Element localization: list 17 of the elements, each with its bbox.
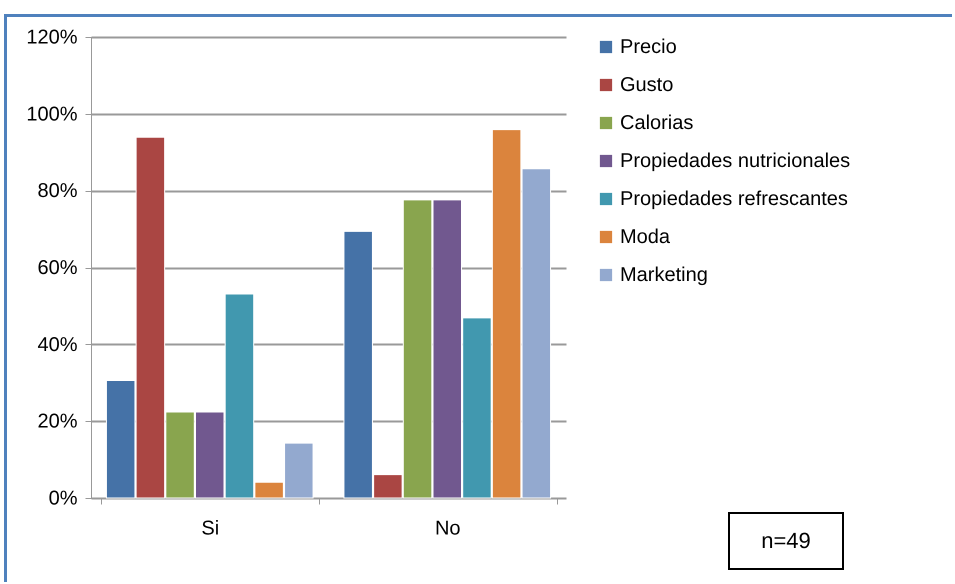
legend-label: Propiedades nutricionales (620, 150, 850, 172)
y-tick-label: 0% (48, 488, 78, 510)
y-tick-label: 20% (37, 410, 78, 433)
y-tick-label: 80% (37, 180, 78, 202)
legend-label: Precio (620, 36, 677, 58)
x-tick-label: Si (201, 518, 220, 540)
legend-label: Gusto (620, 74, 674, 96)
legend-label: Moda (620, 226, 671, 248)
legend-label: Propiedades refrescantes (620, 188, 848, 210)
y-tick-label: 100% (26, 103, 78, 126)
legend-label: Calorias (620, 112, 694, 134)
legend-label: Marketing (620, 264, 708, 286)
x-tick-label: No (434, 518, 461, 540)
text: n=49 (728, 512, 844, 570)
y-tick-label: 40% (37, 334, 78, 356)
y-tick-label: 120% (26, 26, 78, 48)
y-tick-label: 60% (37, 257, 78, 279)
